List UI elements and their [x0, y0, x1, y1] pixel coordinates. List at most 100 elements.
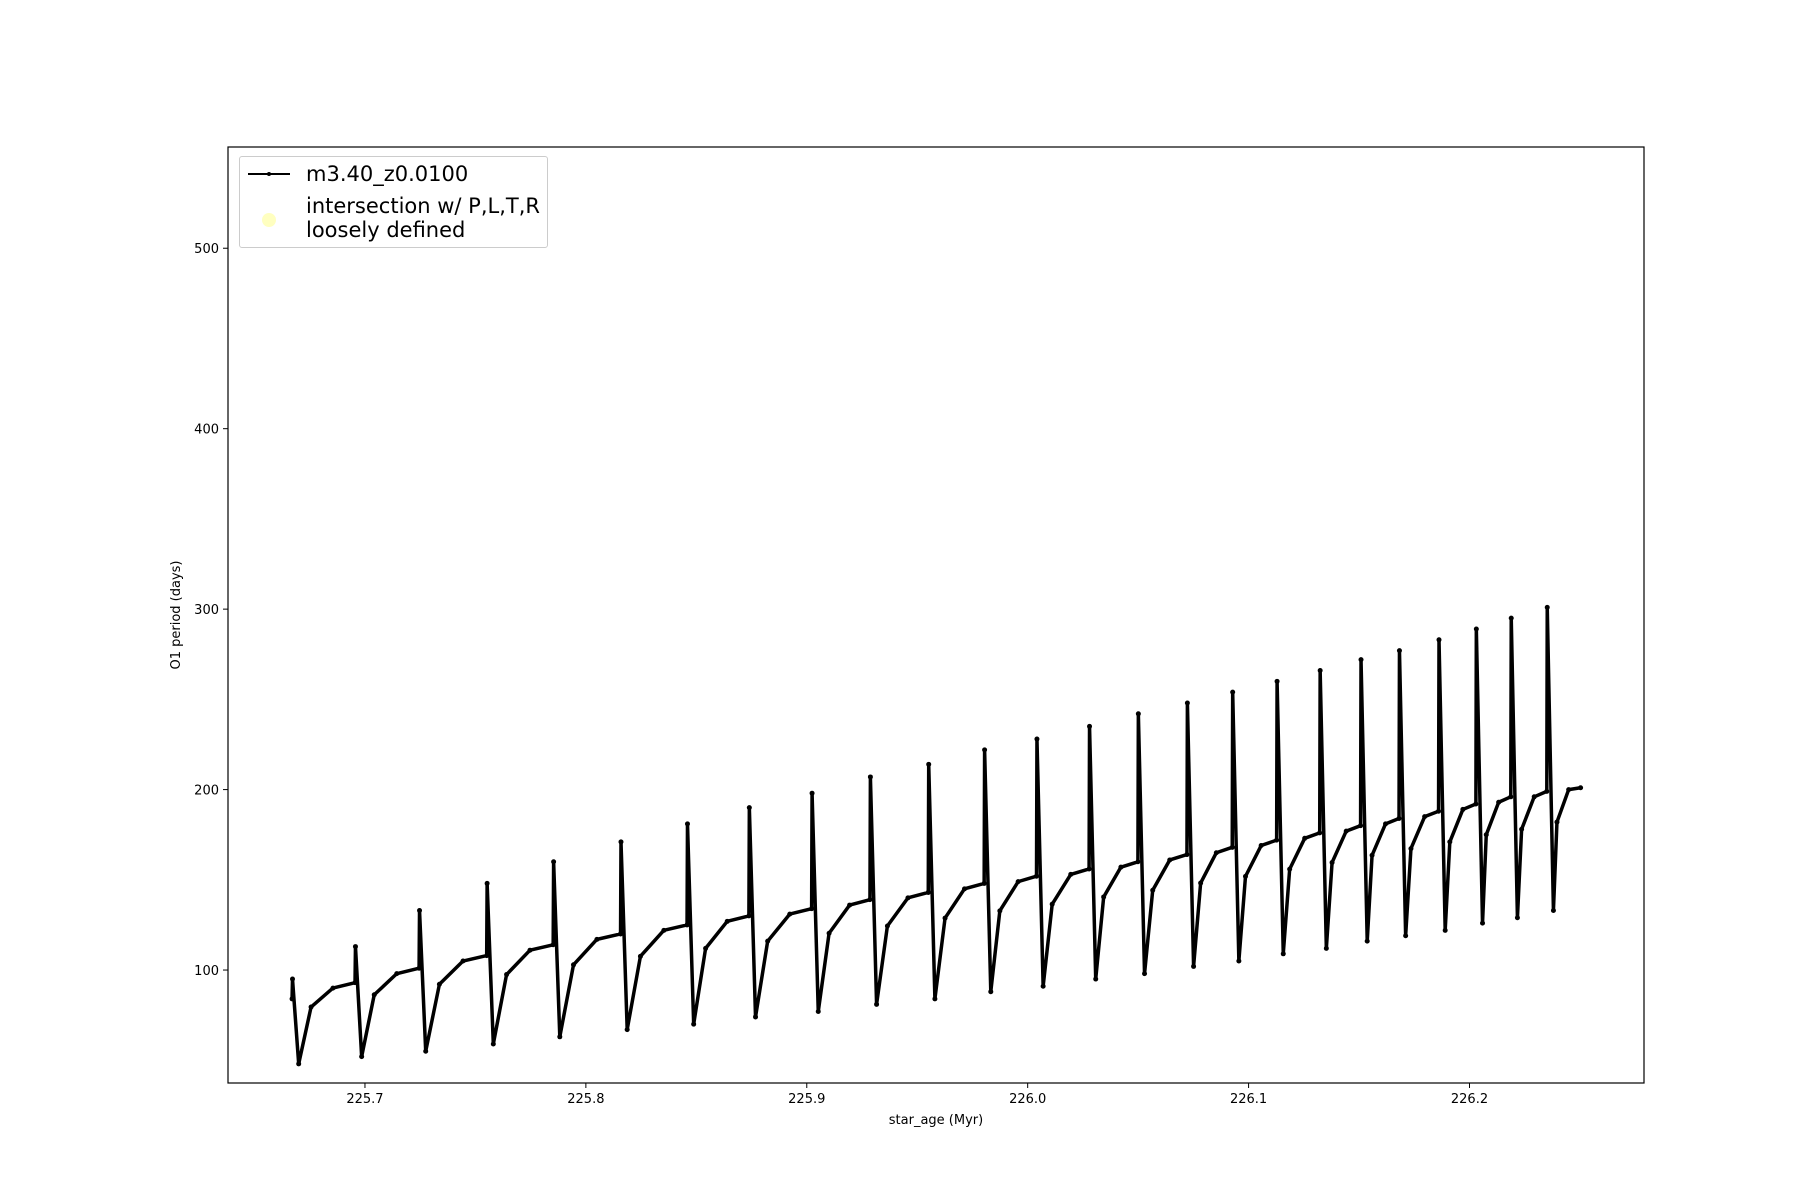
plot-frame [227, 146, 1645, 1084]
point [925, 889, 931, 895]
point [874, 1001, 880, 1007]
point [1317, 667, 1323, 673]
point [352, 980, 358, 986]
point [1034, 736, 1040, 742]
point [1566, 787, 1572, 793]
point [1343, 828, 1349, 834]
point [691, 1021, 697, 1027]
point [1191, 963, 1197, 969]
point [1329, 859, 1335, 865]
point [1184, 852, 1190, 858]
legend-label: intersection w/ P,L,T,R loosely defined [306, 194, 540, 242]
x-axis-label: star_age (Myr) [889, 1113, 983, 1128]
point [753, 1014, 759, 1020]
point [1473, 626, 1479, 632]
point [1396, 815, 1402, 821]
legend-marker [267, 172, 271, 176]
point [867, 897, 873, 903]
point [1198, 880, 1204, 886]
point [684, 821, 690, 827]
point [1358, 823, 1364, 829]
point [1496, 799, 1502, 805]
point [490, 1041, 496, 1047]
point [1040, 983, 1046, 989]
point [1369, 852, 1375, 858]
point [981, 880, 987, 886]
point [1135, 859, 1141, 865]
point [1015, 879, 1021, 885]
point [1274, 837, 1280, 843]
y-axis-label: O1 period (days) [169, 560, 184, 669]
legend: m3.40_z0.0100 intersection w/ P,L,T,R lo… [239, 156, 548, 248]
point [1396, 648, 1402, 654]
point [1287, 866, 1293, 872]
point [460, 958, 466, 964]
point [594, 936, 600, 942]
point [1519, 826, 1525, 832]
point [1184, 700, 1190, 706]
point [1034, 873, 1040, 879]
point [703, 945, 709, 951]
point [1447, 839, 1453, 845]
point [926, 761, 932, 767]
point [988, 989, 994, 995]
point [416, 965, 422, 971]
point [1258, 843, 1264, 849]
point [436, 981, 442, 987]
point [289, 996, 295, 1002]
point [624, 1027, 630, 1033]
point [1436, 637, 1442, 643]
x-tick-label: 226.1 [1230, 1092, 1267, 1107]
point [423, 1048, 429, 1054]
point [1358, 657, 1364, 663]
point [1236, 958, 1242, 964]
point [296, 1061, 302, 1067]
point [942, 915, 948, 921]
point [1093, 976, 1099, 982]
point [982, 747, 988, 753]
point [570, 962, 576, 968]
y-tick-label: 400 [194, 423, 219, 438]
x-tick-label: 226.2 [1451, 1092, 1488, 1107]
point [1230, 689, 1236, 695]
point [746, 913, 752, 919]
point [637, 953, 643, 959]
point [1229, 844, 1235, 850]
point [1473, 801, 1479, 807]
point [1460, 806, 1466, 812]
point [394, 971, 400, 977]
point [371, 992, 377, 998]
point [724, 918, 730, 924]
legend-marker [262, 213, 276, 227]
point [1086, 866, 1092, 872]
point [661, 927, 667, 933]
point [1442, 927, 1448, 933]
point [815, 1009, 821, 1015]
point [1544, 788, 1550, 794]
point [1101, 894, 1107, 900]
point [961, 886, 967, 892]
point [905, 895, 911, 901]
point [1049, 901, 1055, 907]
point [484, 880, 490, 886]
point [1422, 814, 1428, 820]
point [867, 774, 873, 780]
point [550, 942, 556, 948]
point [884, 923, 890, 929]
legend-label: m3.40_z0.0100 [306, 162, 469, 186]
point [1483, 832, 1489, 838]
point [1383, 821, 1389, 827]
point [1118, 864, 1124, 870]
y-tick-label: 300 [194, 603, 219, 618]
y-tick-label: 200 [194, 784, 219, 799]
point [1436, 808, 1442, 814]
point [1167, 857, 1173, 863]
point [359, 1054, 365, 1060]
point [618, 931, 624, 937]
point [765, 938, 771, 944]
point [787, 911, 793, 917]
point [1578, 785, 1584, 791]
point [484, 953, 490, 959]
